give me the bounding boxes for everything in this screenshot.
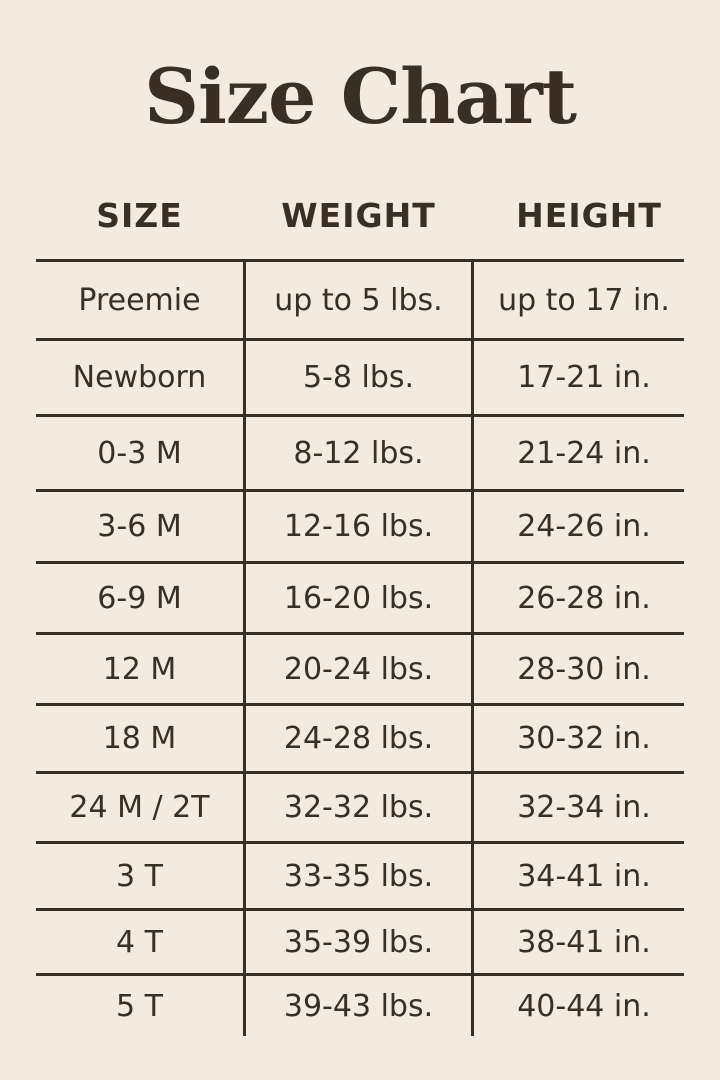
cell-height: 28-30 in. [517,651,651,687]
cell-size: 4 T [116,924,163,960]
cell-height: 24-26 in. [517,509,651,544]
cell-height: 32-34 in. [517,790,651,825]
cell-weight: up to 5 lbs. [243,262,474,338]
cell-weight: 12-16 lbs. [243,492,474,561]
cell-weight: 16-20 lbs. [243,564,474,632]
table-row: 6-9 M 16-20 lbs. 26-28 in. [36,564,684,635]
header-height: HEIGHT [516,196,662,235]
cell-size: 6-9 M [97,580,182,616]
cell-height: 34-41 in. [517,858,651,894]
table-row: 0-3 M 8-12 lbs. 21-24 in. [36,417,684,492]
cell-height: 21-24 in. [517,435,651,471]
table-row: 4 T 35-39 lbs. 38-41 in. [36,911,684,976]
cell-weight: 8-12 lbs. [243,417,474,489]
cell-height: 17-21 in. [517,360,651,395]
cell-size: 0-3 M [97,435,182,471]
cell-size: Newborn [72,360,207,395]
cell-size: 18 M [102,721,177,756]
cell-weight: 5-8 lbs. [243,341,474,414]
page-title: Size Chart [144,52,577,141]
table-row: 3-6 M 12-16 lbs. 24-26 in. [36,492,684,564]
cell-height: up to 17 in. [498,282,670,318]
header-weight: WEIGHT [281,196,436,235]
cell-weight: 35-39 lbs. [243,911,474,973]
table-row: Newborn 5-8 lbs. 17-21 in. [36,341,684,417]
table-row: 18 M 24-28 lbs. 30-32 in. [36,706,684,774]
table-row: 5 T 39-43 lbs. 40-44 in. [36,976,684,1036]
cell-size: 3 T [116,858,163,894]
cell-size: Preemie [78,282,201,318]
cell-size: 5 T [116,988,163,1024]
table-row: 24 M / 2T 32-32 lbs. 32-34 in. [36,774,684,844]
cell-height: 38-41 in. [517,924,651,960]
header-size: SIZE [96,196,183,235]
table-header: SIZE WEIGHT HEIGHT [36,196,684,235]
cell-size: 3-6 M [97,509,182,544]
cell-weight: 24-28 lbs. [243,706,474,771]
table-row: Preemie up to 5 lbs. up to 17 in. [36,262,684,341]
table-row: 12 M 20-24 lbs. 28-30 in. [36,635,684,706]
size-table: Preemie up to 5 lbs. up to 17 in. Newborn 5-… [36,259,684,1036]
cell-weight: 33-35 lbs. [243,844,474,908]
cell-height: 26-28 in. [517,580,651,616]
table-row: 3 T 33-35 lbs. 34-41 in. [36,844,684,911]
cell-weight: 39-43 lbs. [243,976,474,1036]
cell-weight: 20-24 lbs. [243,635,474,703]
cell-size: 12 M [102,651,177,687]
cell-weight: 32-32 lbs. [243,774,474,841]
cell-height: 30-32 in. [517,721,651,756]
cell-height: 40-44 in. [517,988,651,1024]
cell-size: 24 M / 2T [69,790,210,825]
